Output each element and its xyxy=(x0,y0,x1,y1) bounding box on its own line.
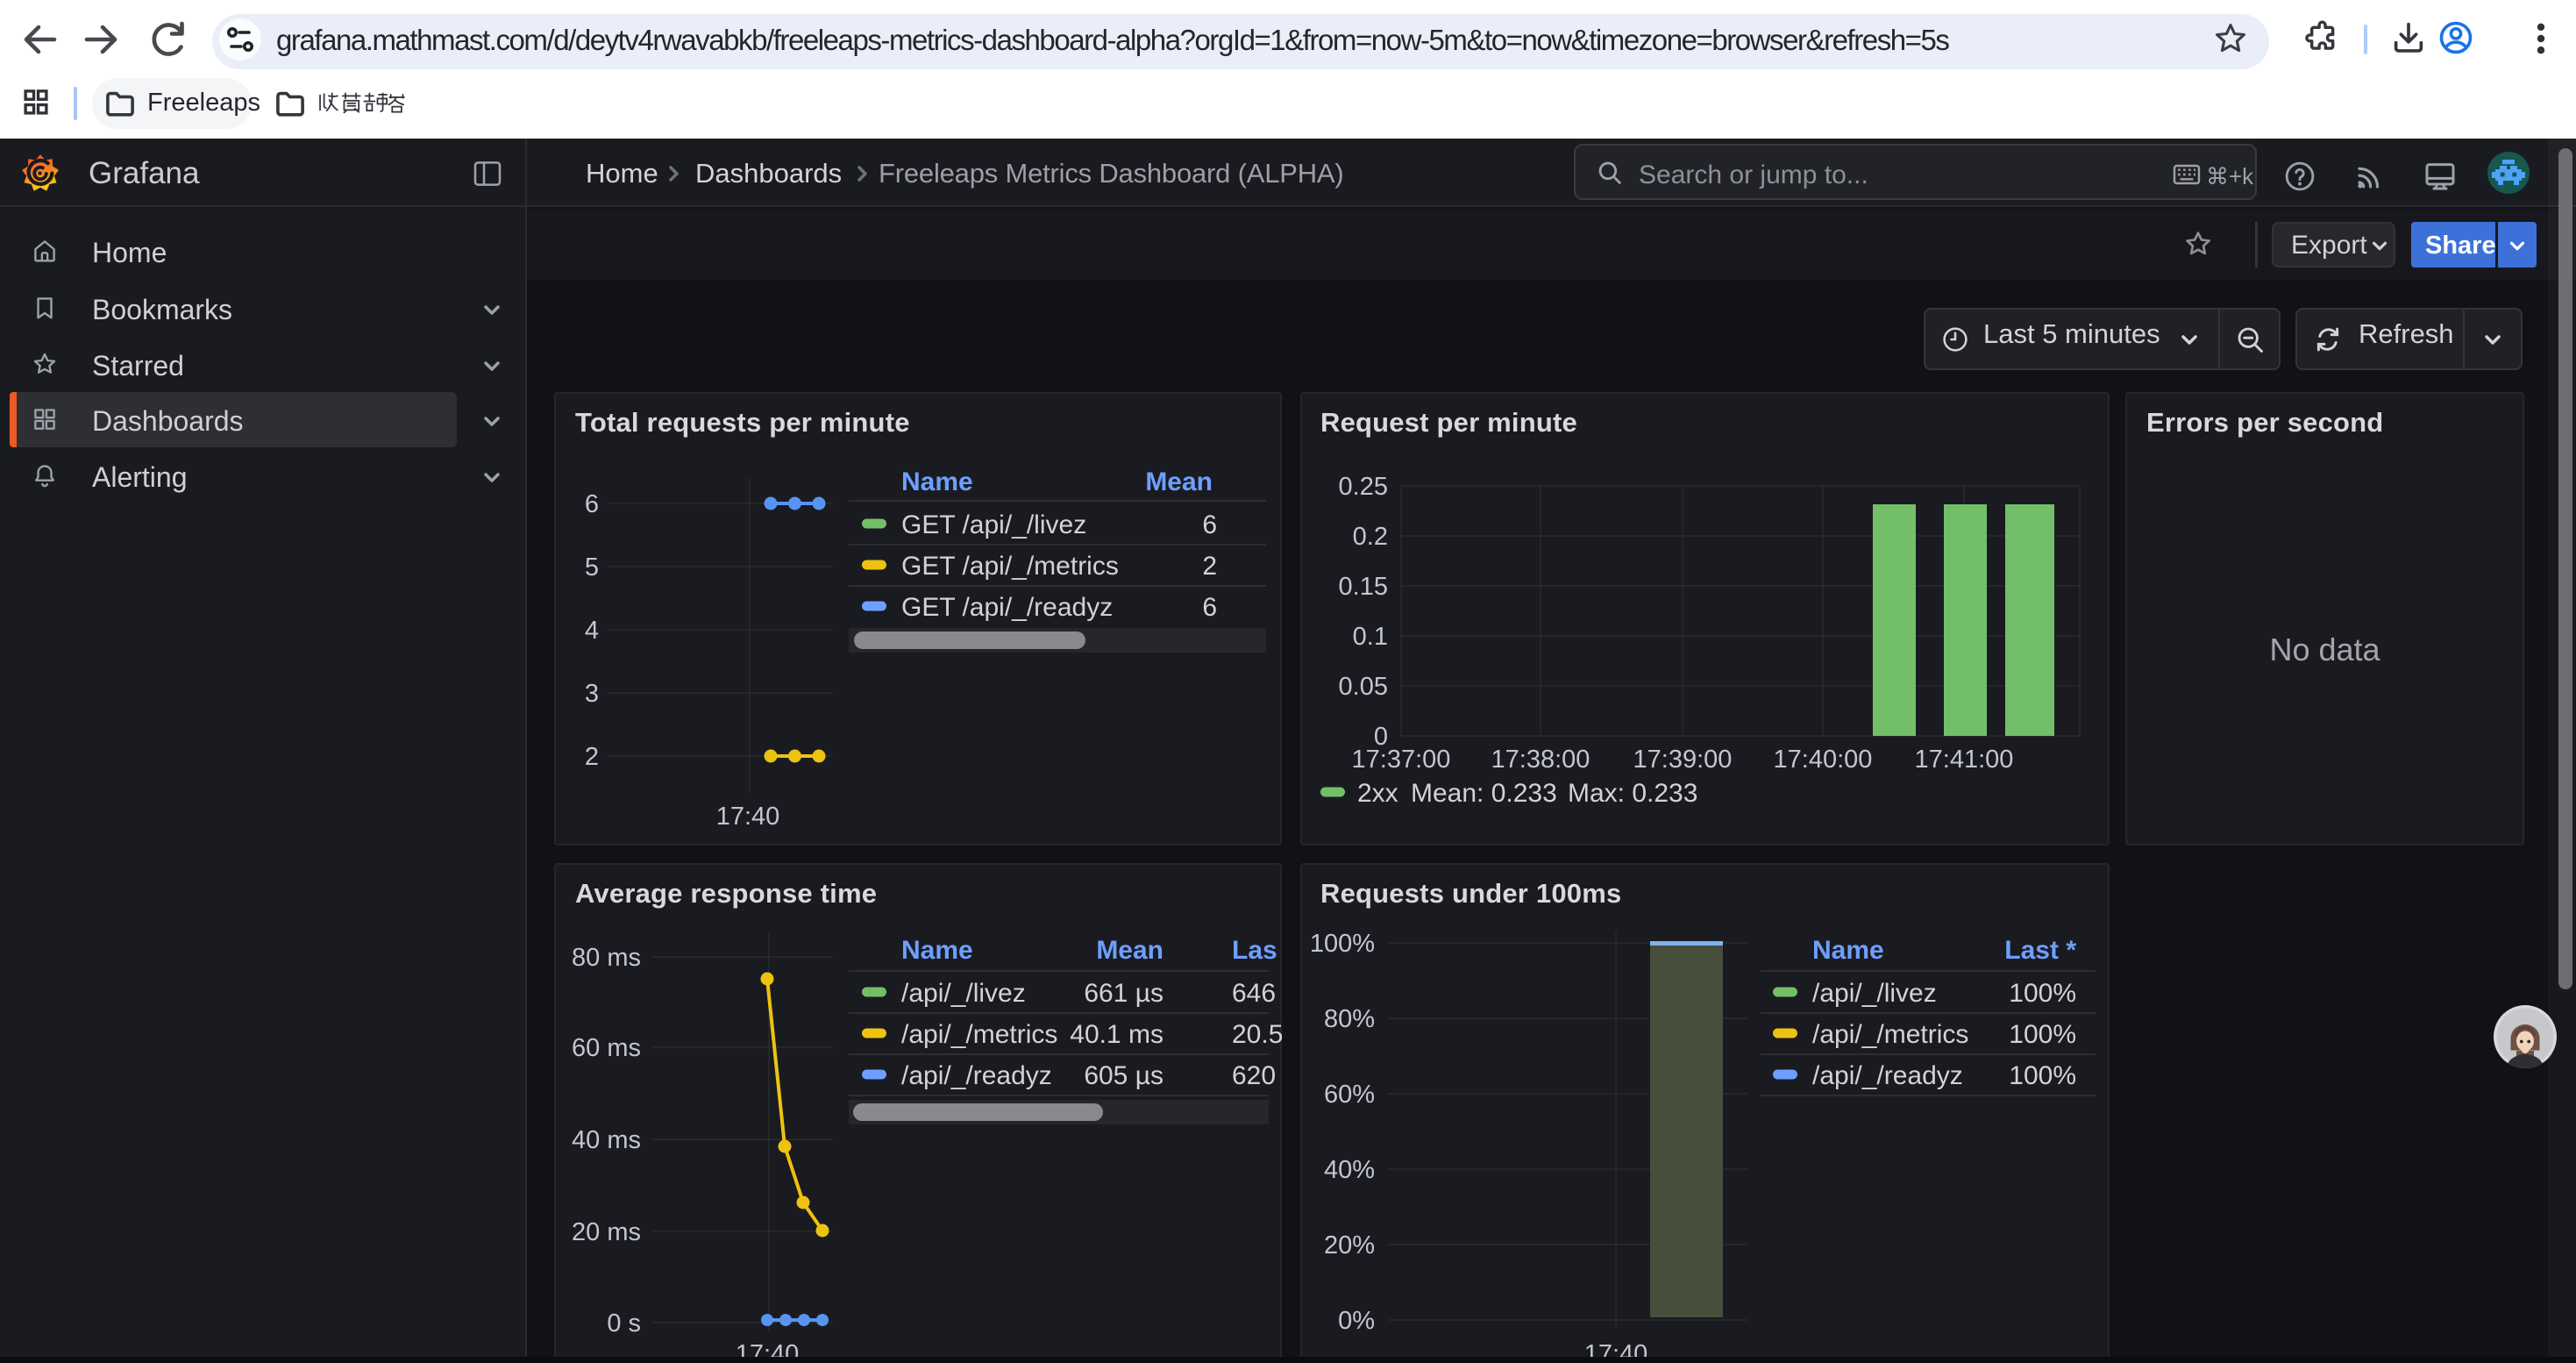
svg-text:0.25: 0.25 xyxy=(1339,473,1388,501)
svg-text:20.5 r: 20.5 r xyxy=(1232,1020,1282,1049)
svg-text:GET /api/_/livez: GET /api/_/livez xyxy=(901,510,1086,539)
svg-text:17:40:00: 17:40:00 xyxy=(1774,746,1873,774)
svg-text:5: 5 xyxy=(585,553,599,582)
svg-text:100%: 100% xyxy=(2009,1061,2076,1090)
svg-text:/api/_/readyz: /api/_/readyz xyxy=(1812,1061,1963,1090)
svg-text:GET /api/_/readyz: GET /api/_/readyz xyxy=(901,593,1113,622)
svg-text:60 ms: 60 ms xyxy=(572,1034,641,1062)
svg-text:2: 2 xyxy=(585,743,599,771)
svg-text:80%: 80% xyxy=(1324,1005,1375,1033)
svg-text:Last *: Last * xyxy=(2004,936,2076,965)
svg-text:Name: Name xyxy=(1812,936,1884,965)
svg-text:0.15: 0.15 xyxy=(1339,573,1388,601)
svg-text:17:37:00: 17:37:00 xyxy=(1352,746,1451,774)
svg-text:40%: 40% xyxy=(1324,1156,1375,1184)
svg-text:/api/_/metrics: /api/_/metrics xyxy=(1812,1020,1968,1049)
svg-text:20%: 20% xyxy=(1324,1231,1375,1260)
svg-text:60%: 60% xyxy=(1324,1081,1375,1109)
svg-text:20 ms: 20 ms xyxy=(572,1218,641,1246)
svg-text:4: 4 xyxy=(585,617,599,645)
svg-text:0%: 0% xyxy=(1338,1307,1375,1335)
svg-text:6: 6 xyxy=(1202,510,1217,539)
svg-text:Las: Las xyxy=(1232,936,1277,965)
svg-text:Mean: Mean xyxy=(1096,936,1163,965)
svg-text:6: 6 xyxy=(1202,593,1217,622)
svg-text:3: 3 xyxy=(585,680,599,708)
svg-text:17:41:00: 17:41:00 xyxy=(1915,746,2014,774)
svg-text:/api/_/readyz: /api/_/readyz xyxy=(901,1061,1052,1090)
svg-text:0 s: 0 s xyxy=(607,1309,641,1338)
svg-text:80 ms: 80 ms xyxy=(572,944,641,972)
svg-text:0.1: 0.1 xyxy=(1353,623,1388,651)
svg-text:100%: 100% xyxy=(2009,979,2076,1008)
svg-text:0: 0 xyxy=(1374,723,1388,751)
svg-text:17:40: 17:40 xyxy=(716,803,780,831)
svg-text:/api/_/livez: /api/_/livez xyxy=(901,979,1026,1008)
svg-text:Name: Name xyxy=(901,467,973,496)
svg-text:2xx: 2xx xyxy=(1357,779,1398,808)
svg-text:661 µs: 661 µs xyxy=(1084,979,1163,1008)
svg-text:Max: 0.233: Max: 0.233 xyxy=(1568,779,1697,808)
svg-text:Name: Name xyxy=(901,936,973,965)
svg-text:605 µs: 605 µs xyxy=(1084,1061,1163,1090)
svg-text:40 ms: 40 ms xyxy=(572,1126,641,1154)
svg-text:GET /api/_/metrics: GET /api/_/metrics xyxy=(901,552,1119,581)
svg-text:2: 2 xyxy=(1202,552,1217,581)
svg-text:0.05: 0.05 xyxy=(1339,673,1388,701)
svg-text:0.2: 0.2 xyxy=(1353,523,1388,551)
svg-text:Mean: 0.233: Mean: 0.233 xyxy=(1411,779,1557,808)
svg-text:100%: 100% xyxy=(2009,1020,2076,1049)
svg-text:646: 646 xyxy=(1232,979,1276,1008)
svg-text:620: 620 xyxy=(1232,1061,1276,1090)
svg-text:Mean: Mean xyxy=(1145,467,1213,496)
svg-text:17:38:00: 17:38:00 xyxy=(1491,746,1590,774)
svg-text:40.1 ms: 40.1 ms xyxy=(1070,1020,1163,1049)
svg-text:17:39:00: 17:39:00 xyxy=(1633,746,1733,774)
svg-text:6: 6 xyxy=(585,490,599,518)
svg-text:/api/_/metrics: /api/_/metrics xyxy=(901,1020,1057,1049)
svg-text:/api/_/livez: /api/_/livez xyxy=(1812,979,1937,1008)
svg-text:100%: 100% xyxy=(1310,930,1375,958)
